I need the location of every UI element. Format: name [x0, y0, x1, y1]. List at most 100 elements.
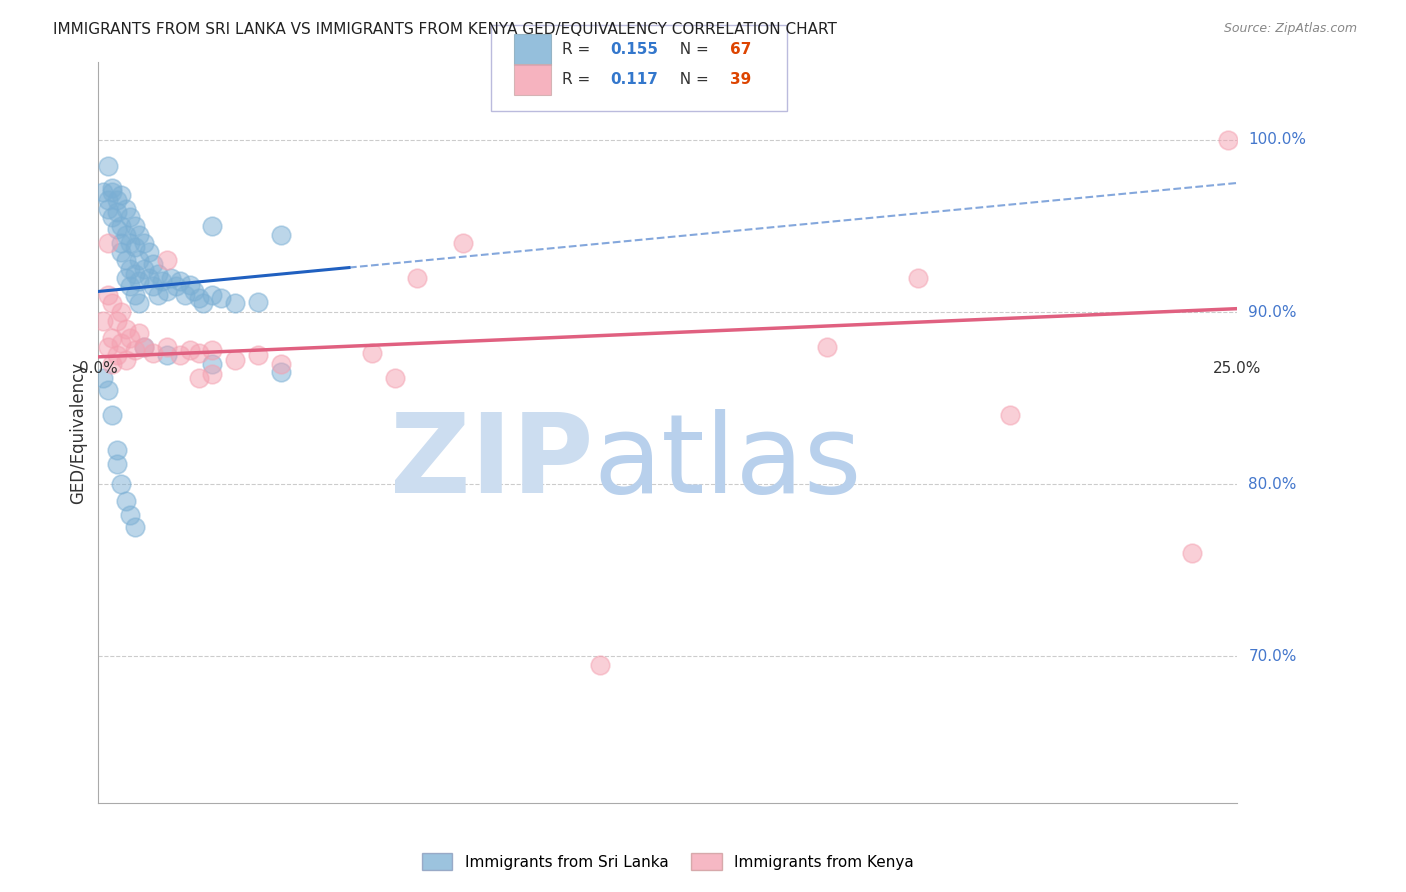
Point [156, 348, 179, 362]
Point [142, 279, 165, 293]
Text: R =: R = [562, 42, 595, 56]
Point [124, 288, 146, 302]
Point [146, 267, 169, 281]
Point [451, 236, 474, 251]
Y-axis label: GED/Equivalency: GED/Equivalency [69, 361, 87, 504]
Text: 90.0%: 90.0% [1249, 304, 1296, 319]
Point [128, 274, 150, 288]
Point [224, 296, 246, 310]
Text: Source: ZipAtlas.com: Source: ZipAtlas.com [1223, 22, 1357, 36]
Text: 39: 39 [731, 72, 752, 87]
Point [132, 236, 155, 251]
Point [124, 267, 146, 281]
Text: 70.0%: 70.0% [1249, 649, 1296, 664]
Point [101, 211, 124, 225]
Text: R =: R = [562, 72, 595, 87]
Point [406, 270, 429, 285]
Point [110, 236, 132, 251]
Point [110, 336, 132, 351]
Point [224, 353, 246, 368]
Point [114, 353, 136, 368]
Point [270, 365, 292, 379]
Point [150, 274, 173, 288]
Point [110, 477, 132, 491]
Point [588, 658, 610, 673]
Point [998, 409, 1021, 423]
Text: ZIP: ZIP [391, 409, 593, 516]
Point [101, 296, 124, 310]
Point [201, 357, 224, 371]
Point [105, 314, 128, 328]
Text: 80.0%: 80.0% [1249, 476, 1296, 491]
Point [101, 181, 124, 195]
Point [120, 236, 142, 251]
Point [96, 202, 118, 216]
Point [1181, 546, 1204, 560]
Legend: Immigrants from Sri Lanka, Immigrants from Kenya: Immigrants from Sri Lanka, Immigrants fr… [416, 847, 920, 877]
Point [138, 244, 160, 259]
Text: atlas: atlas [593, 409, 862, 516]
Point [101, 409, 124, 423]
Point [156, 339, 179, 353]
Point [120, 262, 142, 277]
Point [124, 520, 146, 534]
Point [142, 346, 165, 360]
Point [91, 185, 114, 199]
Point [174, 288, 197, 302]
Point [96, 193, 118, 207]
FancyBboxPatch shape [515, 64, 551, 95]
Text: 0.117: 0.117 [610, 72, 658, 87]
Point [91, 370, 114, 384]
Point [114, 227, 136, 242]
Point [114, 270, 136, 285]
Point [105, 205, 128, 219]
Point [114, 322, 136, 336]
Point [193, 296, 215, 310]
Point [124, 219, 146, 233]
Point [110, 219, 132, 233]
Text: 67: 67 [731, 42, 752, 56]
Point [120, 331, 142, 345]
Point [96, 339, 118, 353]
Point [384, 370, 406, 384]
Point [120, 211, 142, 225]
Point [169, 274, 191, 288]
Point [169, 348, 191, 362]
Point [124, 343, 146, 357]
Point [124, 240, 146, 254]
Point [128, 326, 150, 340]
Text: 25.0%: 25.0% [1213, 360, 1261, 376]
Point [114, 253, 136, 268]
Point [246, 348, 269, 362]
Point [360, 346, 382, 360]
Point [110, 305, 132, 319]
Point [114, 202, 136, 216]
Point [132, 339, 155, 353]
Point [105, 193, 128, 207]
Point [128, 296, 150, 310]
Text: 0.155: 0.155 [610, 42, 658, 56]
FancyBboxPatch shape [515, 34, 551, 64]
Point [179, 343, 201, 357]
Point [114, 494, 136, 508]
Point [209, 291, 232, 305]
Point [246, 294, 269, 309]
Text: N =: N = [671, 42, 714, 56]
Point [165, 279, 187, 293]
Point [101, 357, 124, 371]
Point [270, 227, 292, 242]
Point [201, 343, 224, 357]
Point [160, 270, 183, 285]
Point [187, 291, 209, 305]
Point [101, 185, 124, 199]
Point [815, 339, 838, 353]
Point [907, 270, 929, 285]
Point [270, 357, 292, 371]
Point [142, 257, 165, 271]
Point [183, 285, 205, 299]
Point [156, 253, 179, 268]
Point [138, 270, 160, 285]
Point [120, 508, 142, 523]
Point [96, 383, 118, 397]
Text: IMMIGRANTS FROM SRI LANKA VS IMMIGRANTS FROM KENYA GED/EQUIVALENCY CORRELATION C: IMMIGRANTS FROM SRI LANKA VS IMMIGRANTS … [53, 22, 838, 37]
